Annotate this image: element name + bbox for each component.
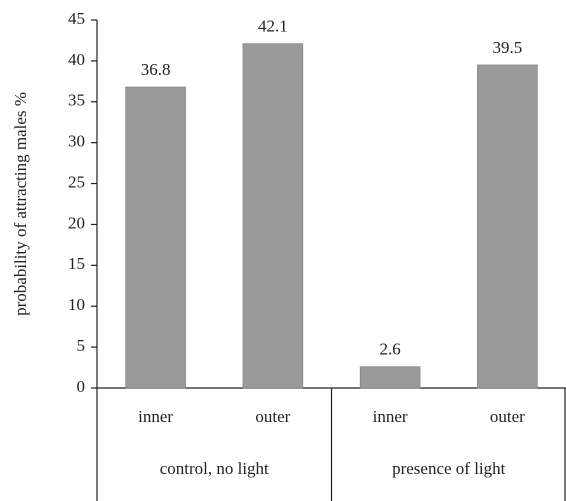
y-axis-label: probability of attracting males % [11,92,30,316]
y-tick-label: 35 [68,91,85,110]
y-tick-label: 30 [68,132,85,151]
y-tick-label: 40 [68,50,85,69]
group-label: presence of light [392,459,506,478]
y-tick-label: 5 [77,336,86,355]
x-tick-label: outer [490,407,525,426]
y-tick-label: 45 [68,9,85,28]
y-tick-label: 25 [68,172,85,191]
bar [477,64,538,389]
bar [125,86,186,389]
y-tick-label: 15 [68,254,85,273]
bar [359,366,421,389]
bar [242,43,304,389]
y-tick-label: 20 [68,213,85,232]
x-tick-label: inner [138,407,173,426]
data-label: 2.6 [380,340,401,359]
y-tick-label: 0 [77,377,86,396]
x-tick-label: inner [373,407,408,426]
group-label: control, no light [160,459,269,478]
y-tick-label: 10 [68,295,85,314]
data-label: 42.1 [258,17,288,36]
x-tick-label: outer [255,407,290,426]
data-label: 39.5 [493,38,523,57]
data-label: 36.8 [141,60,171,79]
